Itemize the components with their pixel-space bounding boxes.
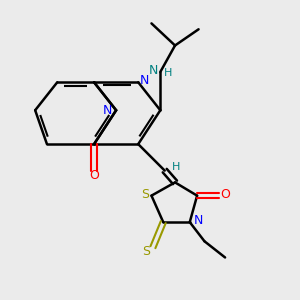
Text: N: N — [193, 214, 203, 227]
Text: O: O — [220, 188, 230, 201]
Text: N: N — [149, 64, 158, 77]
Text: S: S — [141, 188, 149, 201]
Text: O: O — [89, 169, 99, 182]
Text: N: N — [140, 74, 149, 87]
Text: N: N — [103, 104, 112, 117]
Text: H: H — [164, 68, 173, 78]
Text: H: H — [172, 162, 180, 172]
Text: S: S — [142, 245, 151, 258]
